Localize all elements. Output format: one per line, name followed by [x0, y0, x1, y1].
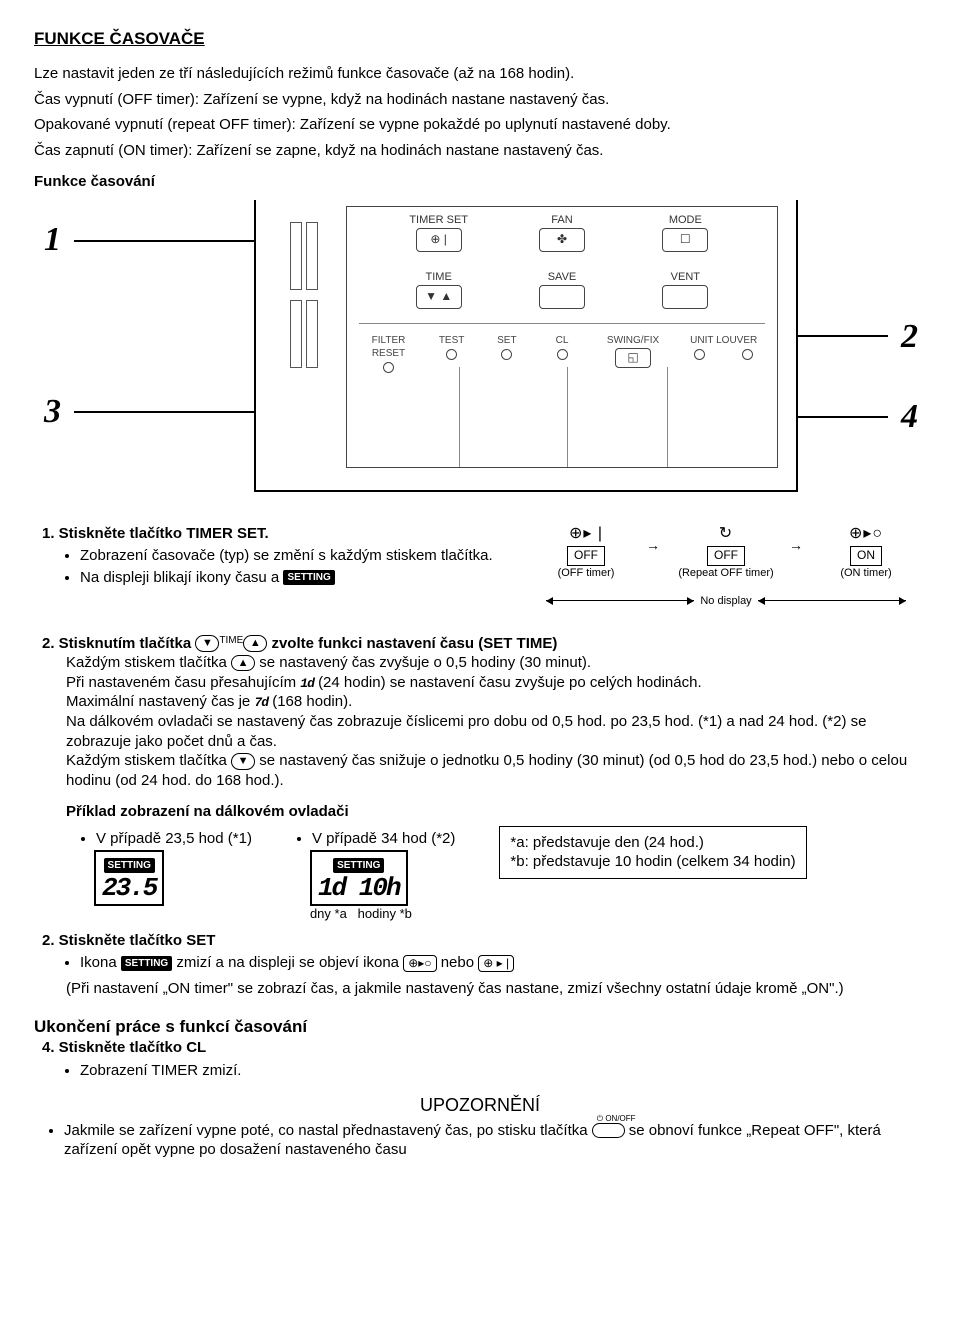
callout-1: 1 — [44, 218, 61, 262]
example-a-label: V případě 23,5 hod (*1) — [96, 829, 252, 849]
step4-heading: 4. Stiskněte tlačítko CL — [34, 1038, 926, 1058]
off-badge-icon: ⊕ ▸ | — [478, 955, 514, 973]
remote-panel: TIMER SET⊕ | FAN✤ MODE☐ TIME▼ ▲ SAVE VEN… — [254, 200, 798, 492]
test-button[interactable]: TEST — [428, 334, 475, 373]
warning-title: UPOZORNĚNÍ — [34, 1094, 926, 1117]
step-set-bullet: Ikona SETTING zmizí a na displeji se obj… — [80, 953, 926, 973]
callout-4: 4 — [901, 395, 918, 439]
timer-modes-diagram: ⊕▸ | OFF (OFF timer) → ↻ OFF (Repeat OFF… — [526, 524, 926, 634]
up-btn-icon: ▲ — [231, 655, 255, 671]
intro-text: Lze nastavit jeden ze tří následujících … — [34, 64, 926, 84]
step4-bullet: Zobrazení TIMER zmizí. — [80, 1061, 926, 1081]
repeat-off-icon: ↻ — [666, 524, 786, 545]
set-button[interactable]: SET — [483, 334, 530, 373]
step-set-note: (Při nastavení „ON timer" se zobrazí čas… — [34, 979, 926, 999]
swing-fix-button[interactable]: SWING/FIX◱ — [594, 334, 673, 373]
down-btn-icon: ▼ — [231, 753, 255, 769]
step2-line3: Maximální nastavený čas je 7d (168 hodin… — [66, 692, 926, 712]
onoff-button-icon — [592, 1123, 625, 1138]
step2-line1: Každým stiskem tlačítka ▲ se nastavený č… — [66, 653, 926, 673]
step2-line4: Na dálkovém ovladači se nastavený čas zo… — [66, 712, 926, 751]
unit-louver-button[interactable]: UNIT LOUVER — [680, 334, 767, 373]
timer-set-button[interactable]: TIMER SET⊕ | — [381, 213, 496, 252]
step-set-heading: 2. Stiskněte tlačítko SET — [34, 931, 926, 951]
step2-heading: 2. Stisknutím tlačítka ▼TIME▲ zvolte fun… — [34, 634, 926, 654]
down-btn-icon: ▼ — [195, 635, 219, 651]
cl-button[interactable]: CL — [538, 334, 585, 373]
step1-heading: 1. Stiskněte tlačítko TIMER SET. — [34, 524, 496, 544]
callout-3: 3 — [44, 390, 61, 434]
on-timer-desc: Čas zapnutí (ON timer): Zařízení se zapn… — [34, 141, 926, 161]
fan-button[interactable]: FAN✤ — [504, 213, 619, 252]
off-timer-desc: Čas vypnutí (OFF timer): Zařízení se vyp… — [34, 90, 926, 110]
example-b-label: V případě 34 hod (*2) — [312, 829, 455, 849]
filter-reset-button[interactable]: FILTER RESET — [357, 334, 420, 373]
example-notes: *a: představuje den (24 hod.) *b: předst… — [499, 826, 806, 879]
vent-button[interactable]: VENT — [628, 270, 743, 309]
mode-button[interactable]: MODE☐ — [628, 213, 743, 252]
up-btn-icon: ▲ — [243, 635, 267, 651]
on-timer-icon: ⊕▸○ — [806, 524, 926, 545]
display-example-a: SETTING 23.5 — [94, 850, 164, 906]
time-button[interactable]: TIME▼ ▲ — [381, 270, 496, 309]
warning-bullet-1: Jakmile se zařízení vypne poté, co nasta… — [64, 1121, 926, 1160]
off-timer-icon: ⊕▸ | — [526, 524, 646, 545]
step1-bullet-2: Na displeji blikají ikony času a SETTING — [80, 568, 496, 588]
end-heading: Ukončení práce s funkcí časování — [34, 1016, 926, 1038]
step2-line5: Každým stiskem tlačítka ▼ se nastavený č… — [66, 751, 926, 790]
setting-icon: SETTING — [121, 956, 172, 971]
setting-icon: SETTING — [283, 570, 334, 585]
page-title: FUNKCE ČASOVAČE — [34, 28, 926, 50]
subhead-funkce: Funkce časování — [34, 172, 926, 192]
repeat-off-desc: Opakované vypnutí (repeat OFF timer): Za… — [34, 115, 926, 135]
on-badge-icon: ⊕▸○ — [403, 955, 436, 973]
save-button[interactable]: SAVE — [504, 270, 619, 309]
remote-diagram: 1 2 3 4 TIMER SET⊕ | FAN✤ MODE☐ TIME▼ ▲ … — [34, 200, 926, 500]
step1-bullet-1: Zobrazení časovače (typ) se změní s každ… — [80, 546, 496, 566]
callout-2: 2 — [901, 315, 918, 359]
example-heading: Příklad zobrazení na dálkovém ovladači — [66, 802, 926, 822]
step2-line2: Při nastaveném času přesahujícím 1d (24 … — [66, 673, 926, 693]
display-example-b: SETTING 1d 10h — [310, 850, 408, 906]
